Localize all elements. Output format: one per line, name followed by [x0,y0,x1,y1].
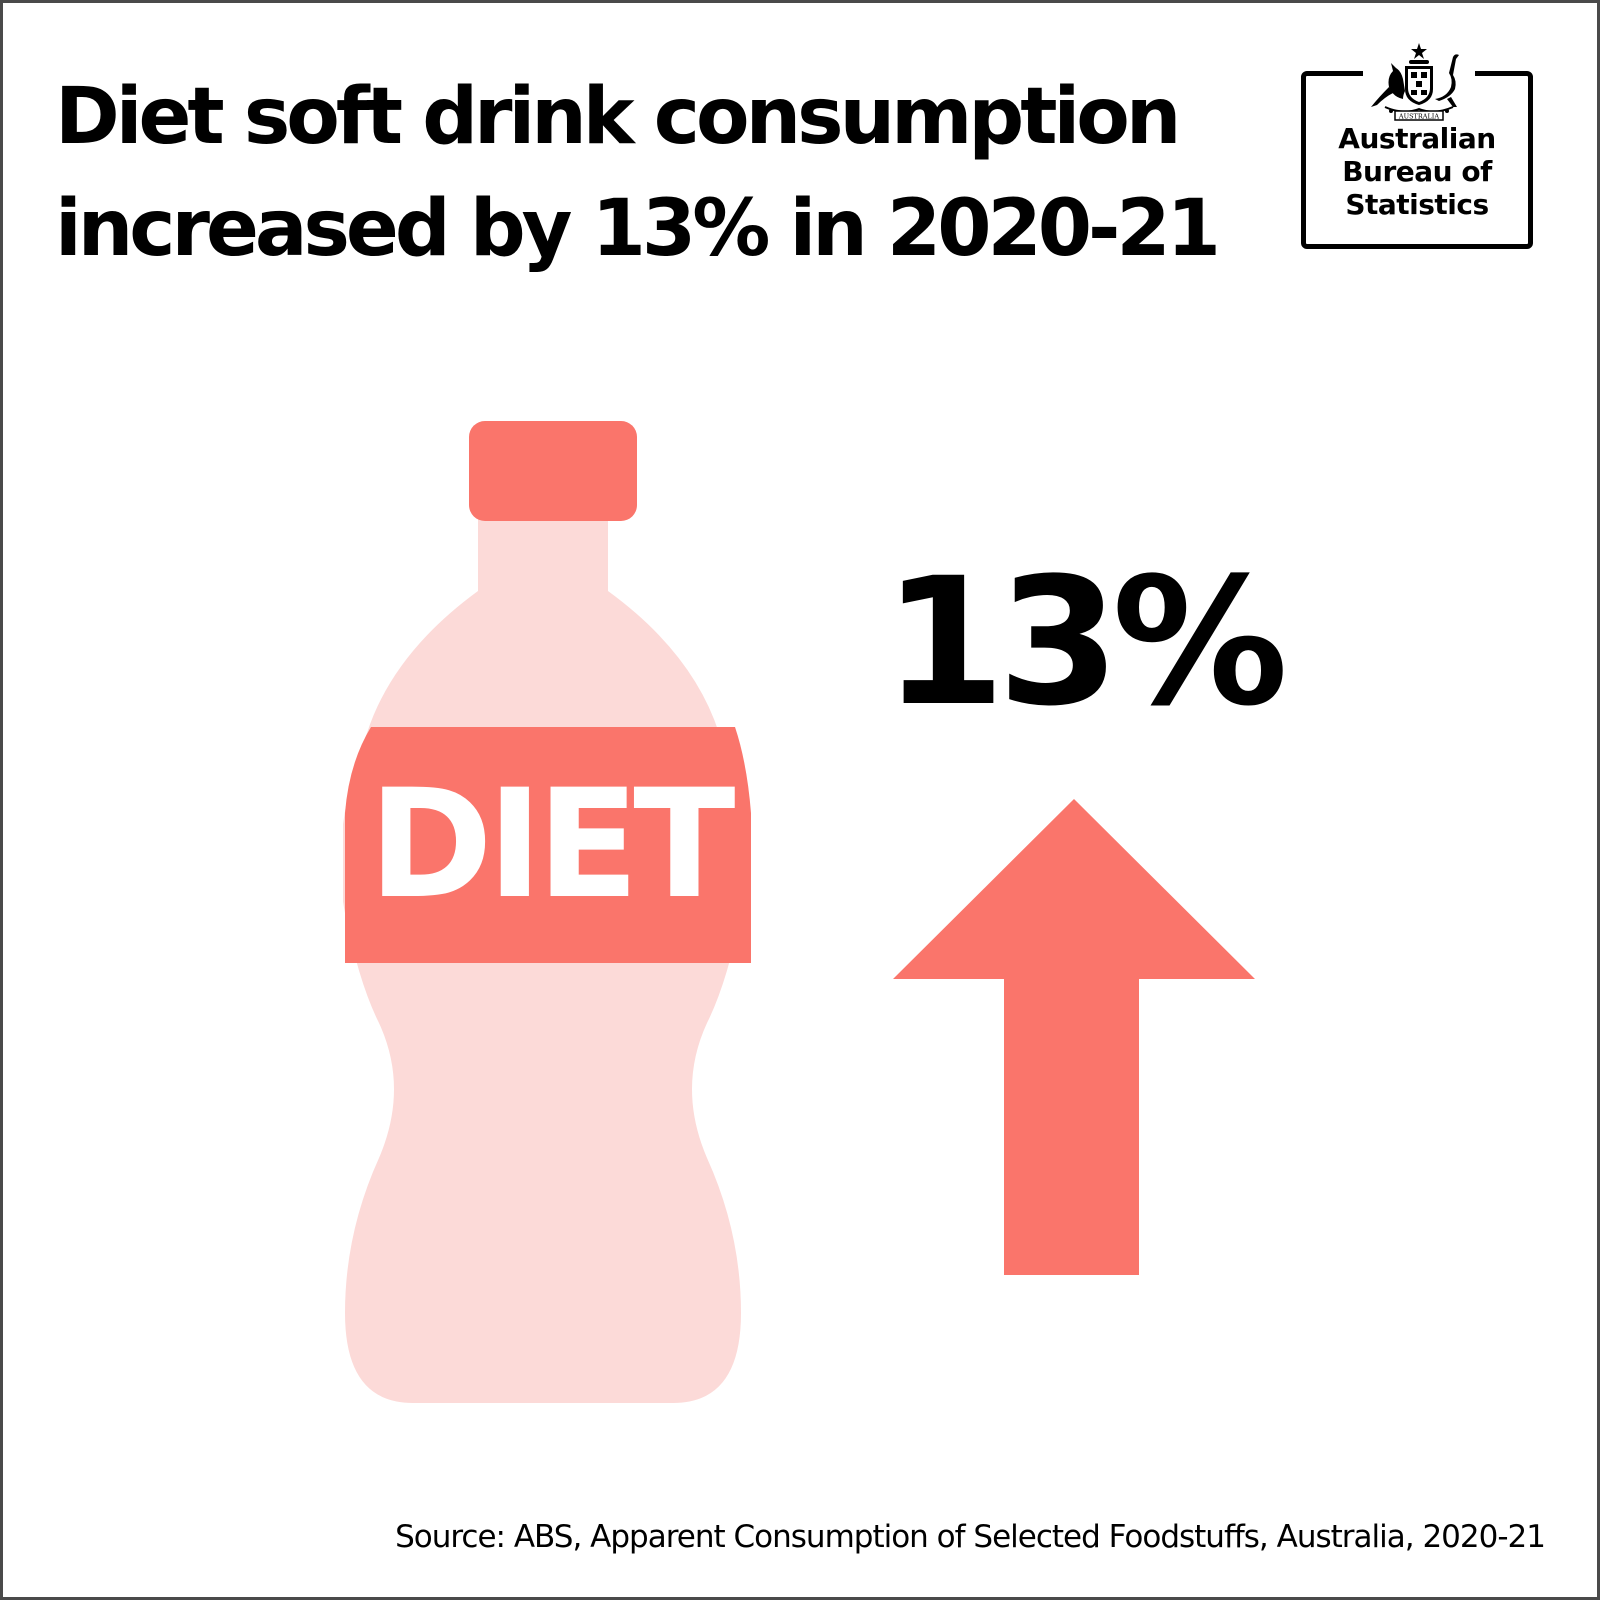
abs-logo-text: Australian Bureau of Statistics [1306,122,1528,221]
bottle-label-text: DIET [368,758,735,932]
crest-scroll-text: AUSTRALIA [1398,113,1439,121]
source-note: Source: ABS, Apparent Consumption of Sel… [395,1519,1546,1555]
coat-of-arms-icon: AUSTRALIA [1363,41,1475,123]
arrow-up-icon [893,799,1255,1275]
bottle-label-band [345,727,751,963]
diet-bottle-icon [343,413,763,1403]
abs-logo-line-3: Statistics [1345,188,1489,221]
abs-logo-line-1: Australian [1338,122,1496,155]
headline-line-2: increased by 13% in 2020-21 [55,184,1221,274]
headline: Diet soft drink consumption increased by… [55,61,1235,285]
change-value: 13% [883,540,1288,745]
bottle-cap [469,421,637,521]
abs-logo-line-2: Bureau of [1342,155,1492,188]
headline-line-1: Diet soft drink consumption [55,72,1181,162]
